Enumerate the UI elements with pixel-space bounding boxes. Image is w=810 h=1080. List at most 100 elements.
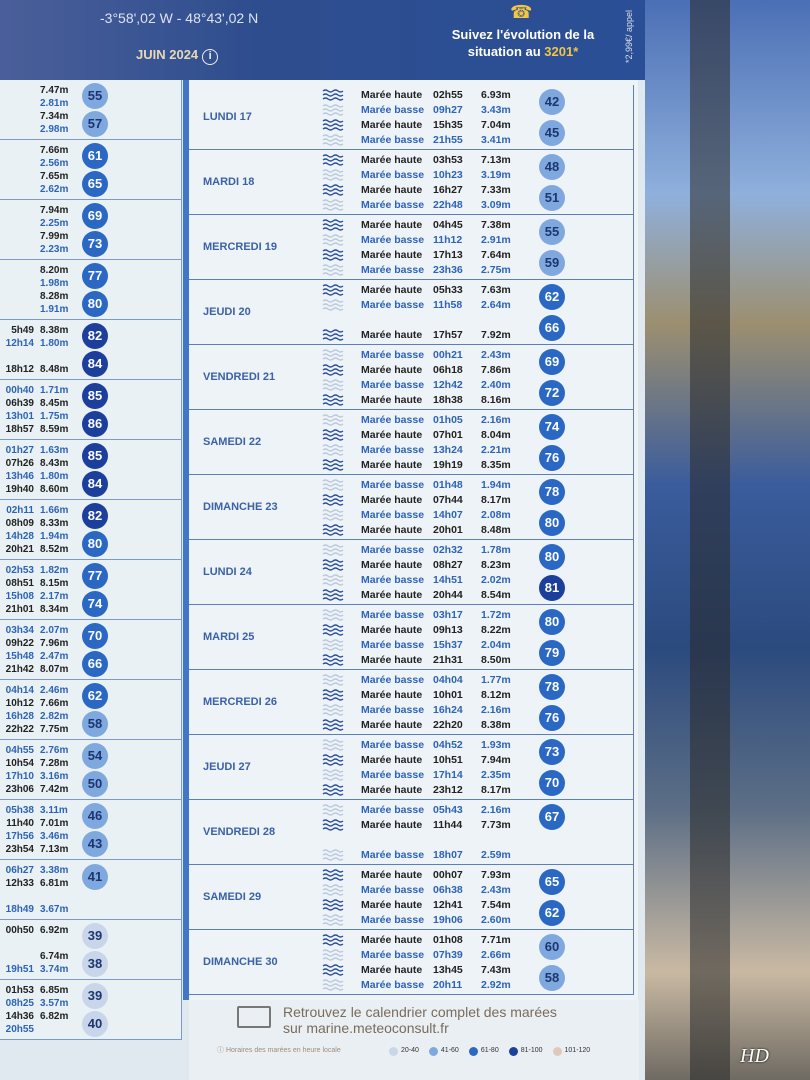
tide-type: Marée haute xyxy=(361,364,423,376)
legend-dot xyxy=(428,1046,438,1056)
wave-icon xyxy=(322,884,344,896)
tide-height: 7.75m xyxy=(40,724,69,735)
tide-row: Marée haute 10h51 7.94m xyxy=(189,753,519,767)
tide-height: 7.64m xyxy=(481,249,511,261)
tide-height: 1.78m xyxy=(481,544,511,556)
tide-row: Marée basse 18h07 2.59m xyxy=(189,848,519,862)
tide-time: 5h49 xyxy=(11,325,34,336)
tide-time: 11h12 xyxy=(433,234,463,246)
day-block: MARDI 18 Marée haute 03h53 7.13m Marée basse… xyxy=(189,150,634,215)
coef-badge: 70 xyxy=(539,770,565,796)
tide-height: 2.47m xyxy=(40,651,69,662)
wave-icon xyxy=(322,979,344,991)
tide-type: Marée basse xyxy=(361,849,425,861)
wave-icon xyxy=(322,134,344,146)
coef-badge: 76 xyxy=(539,445,565,471)
price-note: *2,99€/ appel xyxy=(624,10,634,64)
wave-icon xyxy=(322,754,344,766)
tide-table: LUNDI 17 Marée haute 02h55 6.93m Marée basse… xyxy=(183,80,638,1000)
tide-time: 20h11 xyxy=(433,979,463,991)
coef-badge: 74 xyxy=(82,591,108,617)
tide-type: Marée basse xyxy=(361,299,425,311)
tide-time: 00h21 xyxy=(433,349,463,361)
tide-row: 06h27 3.38m xyxy=(0,864,76,877)
day-name: JEUDI 27 xyxy=(203,761,251,773)
website-link[interactable]: sur marine.meteoconsult.fr xyxy=(283,1020,449,1036)
tide-row: 1.98m xyxy=(0,277,76,290)
tide-height: 8.34m xyxy=(40,604,69,615)
tide-height: 7.33m xyxy=(481,184,511,196)
day-name: LUNDI 24 xyxy=(203,566,252,578)
wave-icon xyxy=(322,219,344,231)
tide-row: 21h42 8.07m xyxy=(0,663,76,676)
coef-badge: 65 xyxy=(539,869,565,895)
day-block: JEUDI 20 Marée haute 05h33 7.63m Marée basse… xyxy=(189,280,634,345)
tide-height: 2.75m xyxy=(481,264,511,276)
day-name: SAMEDI 22 xyxy=(203,436,262,448)
tide-time: 05h33 xyxy=(433,284,463,296)
tide-time: 19h51 xyxy=(5,964,34,975)
tide-time: 19h19 xyxy=(433,459,463,471)
tide-row: Marée haute 15h35 7.04m xyxy=(189,118,519,132)
tide-row: 01h53 6.85m xyxy=(0,984,76,997)
coef-badge: 45 xyxy=(539,120,565,146)
tide-height: 3.74m xyxy=(40,964,69,975)
follow-text: Suivez l'évolution de la situation au 32… xyxy=(448,26,598,60)
tide-row: 2.62m xyxy=(0,183,76,196)
wave-icon xyxy=(322,769,344,781)
phone-number: 3201* xyxy=(544,44,579,59)
left-day-block: 7.47m 2.81m 7.34m 2.98m 55 57 xyxy=(0,80,182,140)
coef-badge: 73 xyxy=(82,231,108,257)
tide-time: 18h49 xyxy=(5,904,34,915)
tide-height: 7.66m xyxy=(40,145,69,156)
tide-row: 01h27 1.63m xyxy=(0,444,76,457)
tide-time: 23h06 xyxy=(5,784,34,795)
tide-height: 3.09m xyxy=(481,199,511,211)
tide-time: 06h27 xyxy=(5,865,34,876)
left-day-block: 7.66m 2.56m 7.65m 2.62m 61 65 xyxy=(0,140,182,200)
wave-icon xyxy=(322,819,344,831)
tide-type: Marée haute xyxy=(361,624,423,636)
tide-time: 05h43 xyxy=(433,804,463,816)
tide-row xyxy=(0,350,76,363)
tide-row: 06h39 8.45m xyxy=(0,397,76,410)
wave-icon xyxy=(322,609,344,621)
tide-time: 02h11 xyxy=(6,505,34,516)
tide-row: Marée haute 03h53 7.13m xyxy=(189,153,519,167)
tide-type: Marée haute xyxy=(361,184,423,196)
left-day-block: 7.94m 2.25m 7.99m 2.23m 69 73 xyxy=(0,200,182,260)
tide-time: 17h57 xyxy=(433,329,463,341)
tide-time: 01h48 xyxy=(433,479,463,491)
tide-time: 10h01 xyxy=(433,689,463,701)
tide-height: 8.16m xyxy=(481,394,511,406)
tide-row: Marée basse 15h37 2.04m xyxy=(189,638,519,652)
tide-row: Marée haute 19h19 8.35m xyxy=(189,458,519,472)
coef-badge: 46 xyxy=(82,803,108,829)
tide-time: 08h51 xyxy=(5,578,34,589)
tide-row: Marée haute 01h08 7.71m xyxy=(189,933,519,947)
tide-time: 18h12 xyxy=(5,364,34,375)
tide-row: 2.23m xyxy=(0,243,76,256)
wave-icon xyxy=(322,119,344,131)
tide-height: 2.43m xyxy=(481,884,511,896)
tide-time: 01h05 xyxy=(433,414,463,426)
computer-icon xyxy=(237,1006,271,1028)
tide-time: 13h24 xyxy=(433,444,463,456)
info-icon[interactable]: i xyxy=(202,49,219,65)
tide-time: 02h55 xyxy=(433,89,463,101)
coef-badge: 39 xyxy=(82,923,108,949)
legend-dot xyxy=(508,1046,518,1056)
tide-height: 7.93m xyxy=(481,869,511,881)
tide-time: 16h28 xyxy=(5,711,34,722)
wave-icon xyxy=(322,234,344,246)
tide-time: 08h25 xyxy=(5,998,34,1009)
tide-height: 6.85m xyxy=(40,985,69,996)
tide-row: 1.91m xyxy=(0,303,76,316)
tide-type: Marée basse xyxy=(361,199,425,211)
tide-height: 2.66m xyxy=(481,949,511,961)
coef-badge: 72 xyxy=(539,380,565,406)
tide-time: 14h36 xyxy=(5,1011,34,1022)
tide-time: 21h42 xyxy=(5,664,34,675)
tide-row: 04h55 2.76m xyxy=(0,744,76,757)
coef-legend: 20-40 41-60 61-80 81-100 101-120 xyxy=(389,1046,590,1056)
